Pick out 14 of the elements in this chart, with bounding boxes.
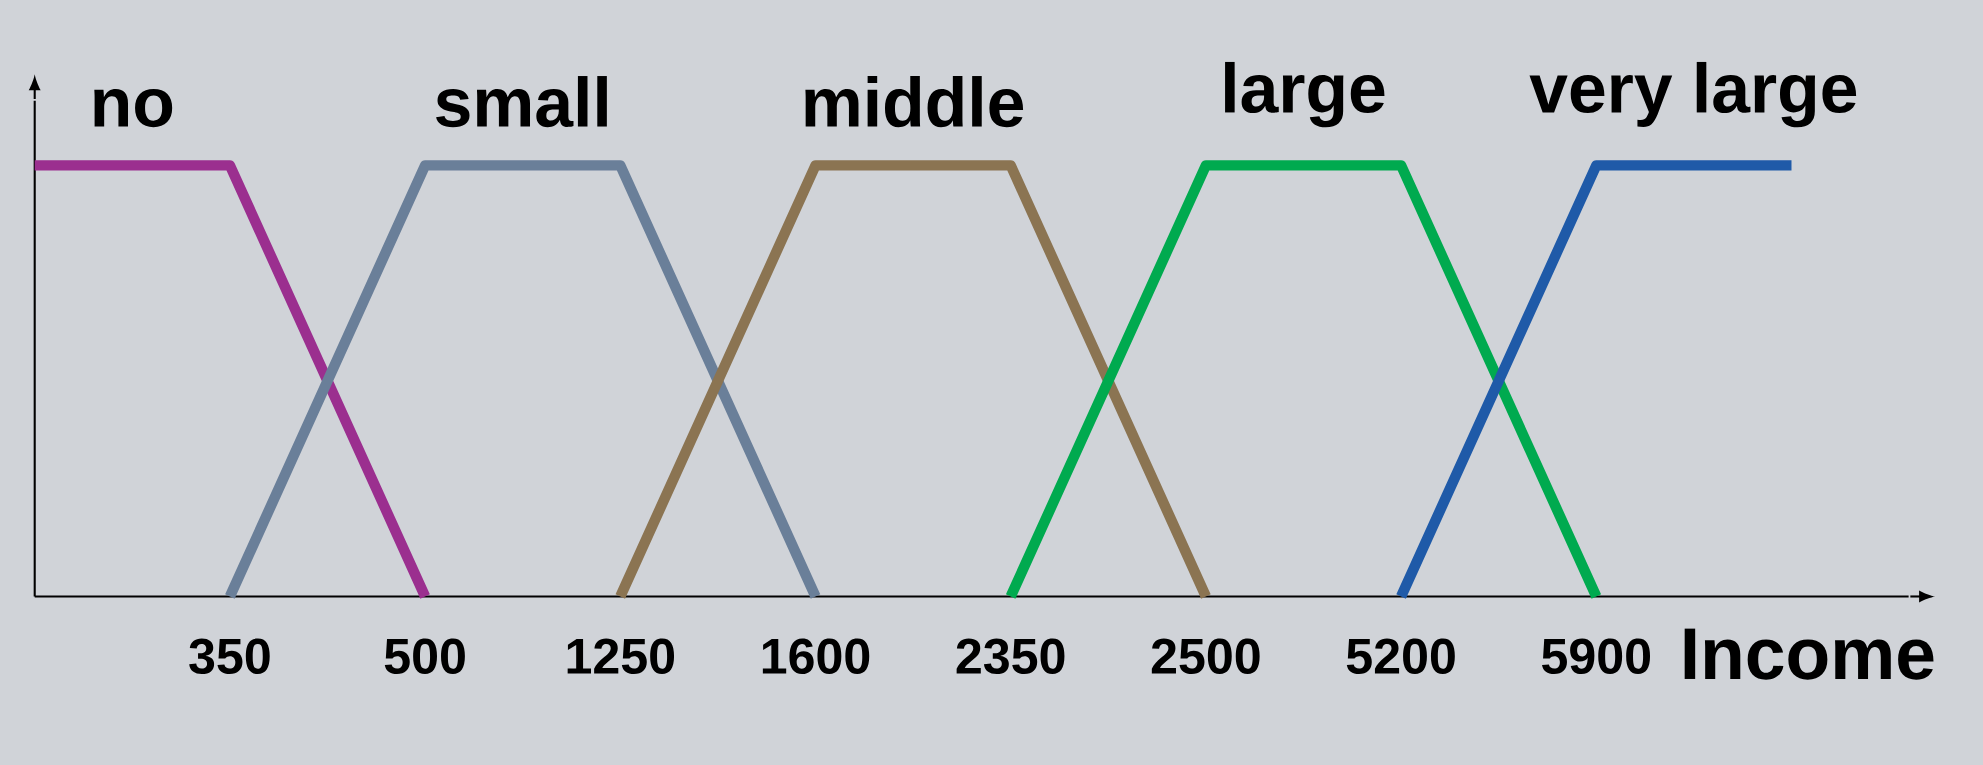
x-tick-label: 350 bbox=[189, 638, 270, 675]
x-tick-label: 1250 bbox=[567, 638, 675, 675]
x-tick-label: 2500 bbox=[1151, 638, 1260, 675]
series-label: no bbox=[94, 88, 173, 128]
series-label: middle bbox=[805, 76, 1024, 128]
x-tick-label: 500 bbox=[384, 638, 465, 675]
x-axis-title: Income bbox=[1684, 628, 1934, 680]
x-tick-label: 1600 bbox=[762, 638, 870, 675]
x-tick-label: 2350 bbox=[956, 638, 1065, 675]
x-tick-label: 5200 bbox=[1346, 638, 1455, 675]
series-label: small bbox=[436, 76, 607, 128]
x-tick-label: 5900 bbox=[1542, 638, 1651, 675]
series-label: very large bbox=[1529, 61, 1857, 128]
series-label: large bbox=[1225, 61, 1385, 128]
